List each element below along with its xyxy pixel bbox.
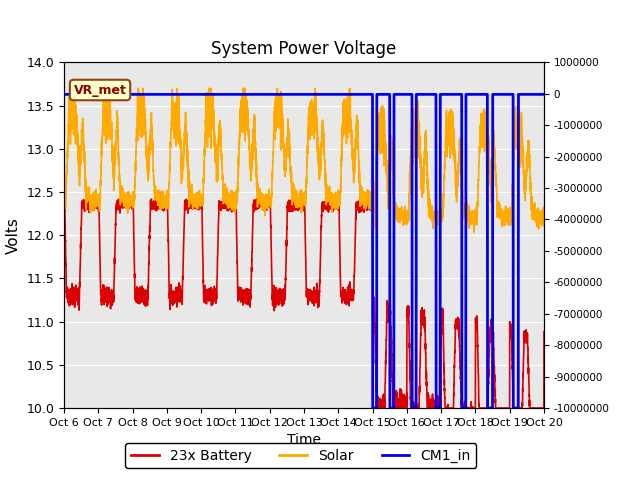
- Solar: [455, 163, 463, 168]
- 23x Battery: [147, 199, 155, 204]
- CM1_in: [455, 92, 463, 97]
- Y-axis label: Volts: Volts: [6, 217, 21, 253]
- CM1_in: [372, 405, 380, 411]
- Solar: [60, 199, 68, 204]
- CM1_in: [244, 92, 252, 97]
- 23x Battery: [348, 290, 356, 296]
- Solar: [419, 194, 426, 200]
- Solar: [69, 85, 77, 91]
- Solar: [470, 229, 477, 235]
- 23x Battery: [419, 314, 426, 320]
- Line: 23x Battery: 23x Battery: [64, 197, 544, 408]
- Line: CM1_in: CM1_in: [64, 95, 544, 408]
- X-axis label: Time: Time: [287, 433, 321, 447]
- Legend: 23x Battery, Solar, CM1_in: 23x Battery, Solar, CM1_in: [125, 443, 476, 468]
- CM1_in: [348, 92, 356, 97]
- Solar: [244, 110, 252, 116]
- Solar: [348, 127, 356, 133]
- 23x Battery: [540, 329, 548, 335]
- CM1_in: [540, 92, 548, 97]
- Solar: [372, 160, 380, 166]
- Text: VR_met: VR_met: [74, 84, 127, 96]
- 23x Battery: [372, 388, 380, 394]
- CM1_in: [419, 92, 426, 97]
- CM1_in: [147, 92, 155, 97]
- 23x Battery: [60, 201, 68, 207]
- Solar: [540, 223, 548, 229]
- 23x Battery: [455, 320, 463, 325]
- 23x Battery: [244, 301, 252, 307]
- Title: System Power Voltage: System Power Voltage: [211, 40, 397, 58]
- Line: Solar: Solar: [64, 88, 544, 232]
- CM1_in: [60, 92, 68, 97]
- CM1_in: [369, 405, 376, 411]
- 23x Battery: [259, 194, 267, 200]
- 23x Battery: [372, 405, 380, 411]
- Solar: [147, 120, 155, 125]
